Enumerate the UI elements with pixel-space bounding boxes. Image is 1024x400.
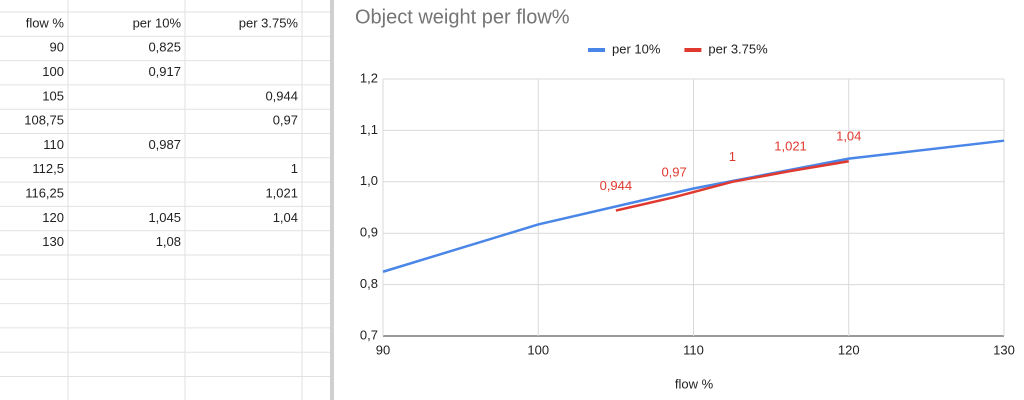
series-line [615,160,849,212]
cell: 1,021 [265,186,298,201]
cell: 116,25 [25,186,64,201]
y-tick-label: 0,9 [360,225,378,240]
data-label: 0,97 [661,165,686,180]
cell: 110 [43,137,64,152]
cell: 0,825 [148,40,181,55]
data-label: 0,944 [600,178,633,193]
cell: 0,917 [148,64,181,79]
chart-title: Object weight per flow% [355,6,570,28]
y-tick-label: 1,1 [360,122,378,137]
cell: 1,04 [273,210,298,225]
x-axis-label: flow % [675,376,714,391]
cell: 1,045 [148,210,181,225]
cell: 100 [42,64,64,79]
x-tick-label: 130 [993,342,1015,357]
data-label: 1,021 [774,138,807,153]
y-tick-label: 0,7 [360,327,378,342]
cell: 112,5 [32,161,64,176]
legend-label: per 10% [612,41,661,56]
header-cell: flow % [26,15,65,30]
data-label: 1 [729,149,736,164]
cell: 108,75 [24,113,64,128]
cell: 120 [42,210,64,225]
legend-label: per 3.75% [708,41,768,56]
x-tick-label: 90 [376,342,390,357]
legend-swatch [588,48,605,52]
cell: 105 [42,88,64,103]
y-tick-label: 0,8 [360,276,378,291]
cell: 1 [291,161,298,176]
header-cell: per 3.75% [239,15,299,30]
cell: 90 [50,40,64,55]
y-tick-label: 1,0 [360,173,378,188]
cell: 0,944 [265,88,298,103]
cell: 1,08 [156,234,181,249]
y-tick-label: 1,2 [360,70,378,85]
legend-swatch [684,48,702,52]
cell: 0,987 [148,137,181,152]
header-cell: per 10% [133,15,182,30]
cell: 0,97 [273,113,298,128]
series-line [382,139,1005,273]
sheet-divider [330,0,334,400]
x-tick-label: 120 [838,342,860,357]
x-tick-label: 110 [683,342,704,357]
cell: 130 [42,234,64,249]
data-label: 1,04 [836,129,861,144]
x-tick-label: 100 [527,342,549,357]
